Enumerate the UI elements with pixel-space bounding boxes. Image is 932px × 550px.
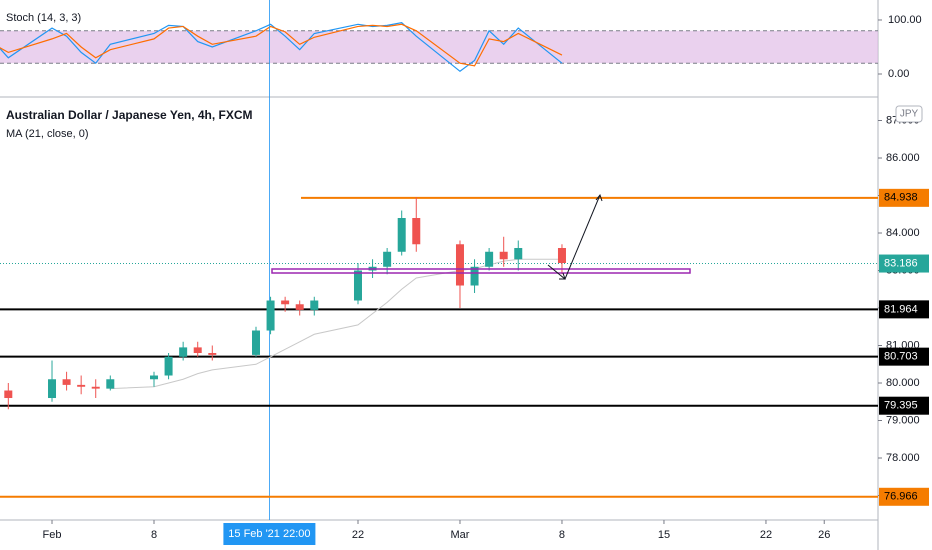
level-tag [879, 300, 929, 319]
stoch-line [0, 23, 563, 67]
arrow-head [595, 193, 603, 202]
level-label: 76.966 [884, 491, 918, 503]
y-tick-label: 78.000 [886, 452, 920, 464]
last-price-tag [879, 254, 929, 273]
y-tick-label: 79.000 [886, 414, 920, 426]
x-tick-label: 15 [658, 529, 670, 541]
level-label: 80.703 [884, 351, 918, 363]
candle-body [514, 248, 523, 260]
y-tick-label: 80.000 [886, 377, 920, 389]
candle-body [77, 384, 86, 387]
y-tick-label: 84.000 [886, 227, 920, 239]
x-tick-label: 8 [559, 529, 565, 541]
level-tag [879, 396, 929, 415]
currency-label: JPY [900, 109, 919, 120]
candle-body [208, 353, 217, 355]
x-tick-label: 22 [352, 529, 364, 541]
candle-body [557, 248, 566, 264]
candle-body [485, 251, 494, 267]
candle-body [412, 218, 421, 245]
level-tag [879, 188, 929, 207]
stoch-tick-label: 0.00 [888, 68, 909, 80]
ma-label: MA (21, close, 0) [6, 128, 89, 140]
level-tag [879, 487, 929, 506]
chart-title: Australian Dollar / Japanese Yen, 4h, FX… [6, 108, 253, 122]
stoch-line [0, 22, 563, 73]
candle-body [383, 251, 392, 267]
candle-body [4, 390, 13, 399]
candle-body [266, 300, 275, 331]
currency-badge[interactable] [895, 105, 923, 123]
level-label: 79.395 [884, 400, 918, 412]
last-price-label: 83.186 [884, 257, 918, 269]
candle-body [91, 386, 100, 389]
candle-body [106, 379, 115, 389]
candle-body [48, 379, 57, 399]
stoch-tick-label: 100.00 [888, 14, 922, 26]
candle-body [310, 300, 319, 310]
crosshair-tag [223, 523, 316, 545]
level-label: 84.938 [884, 192, 918, 204]
candle-body [193, 347, 202, 354]
zone-rectangle [271, 268, 691, 274]
candle-body [281, 300, 290, 305]
ma-line [110, 258, 562, 390]
level-label: 81.964 [884, 303, 918, 315]
level-tag [879, 347, 929, 366]
candle-body [179, 347, 188, 357]
y-tick-label: 86.000 [886, 152, 920, 164]
candle-body [499, 251, 508, 260]
crosshair-label: 15 Feb '21 22:00 [228, 528, 310, 540]
candle-body [295, 304, 304, 310]
candle-body [470, 266, 479, 286]
arrow-head [559, 272, 566, 280]
candle-body [251, 330, 260, 355]
x-tick-label: 8 [151, 529, 157, 541]
x-tick-label: 26 [818, 529, 830, 541]
stoch-title: Stoch (14, 3, 3) [6, 12, 81, 24]
candle-body [164, 356, 173, 376]
x-tick-label: Feb [43, 529, 62, 541]
x-tick-label: 22 [760, 529, 772, 541]
candle-body [150, 375, 159, 380]
candle-body [353, 270, 362, 301]
x-tick-label: Mar [451, 529, 470, 541]
candle-body [62, 379, 71, 385]
candle-body [455, 244, 464, 286]
candle-body [397, 218, 406, 252]
